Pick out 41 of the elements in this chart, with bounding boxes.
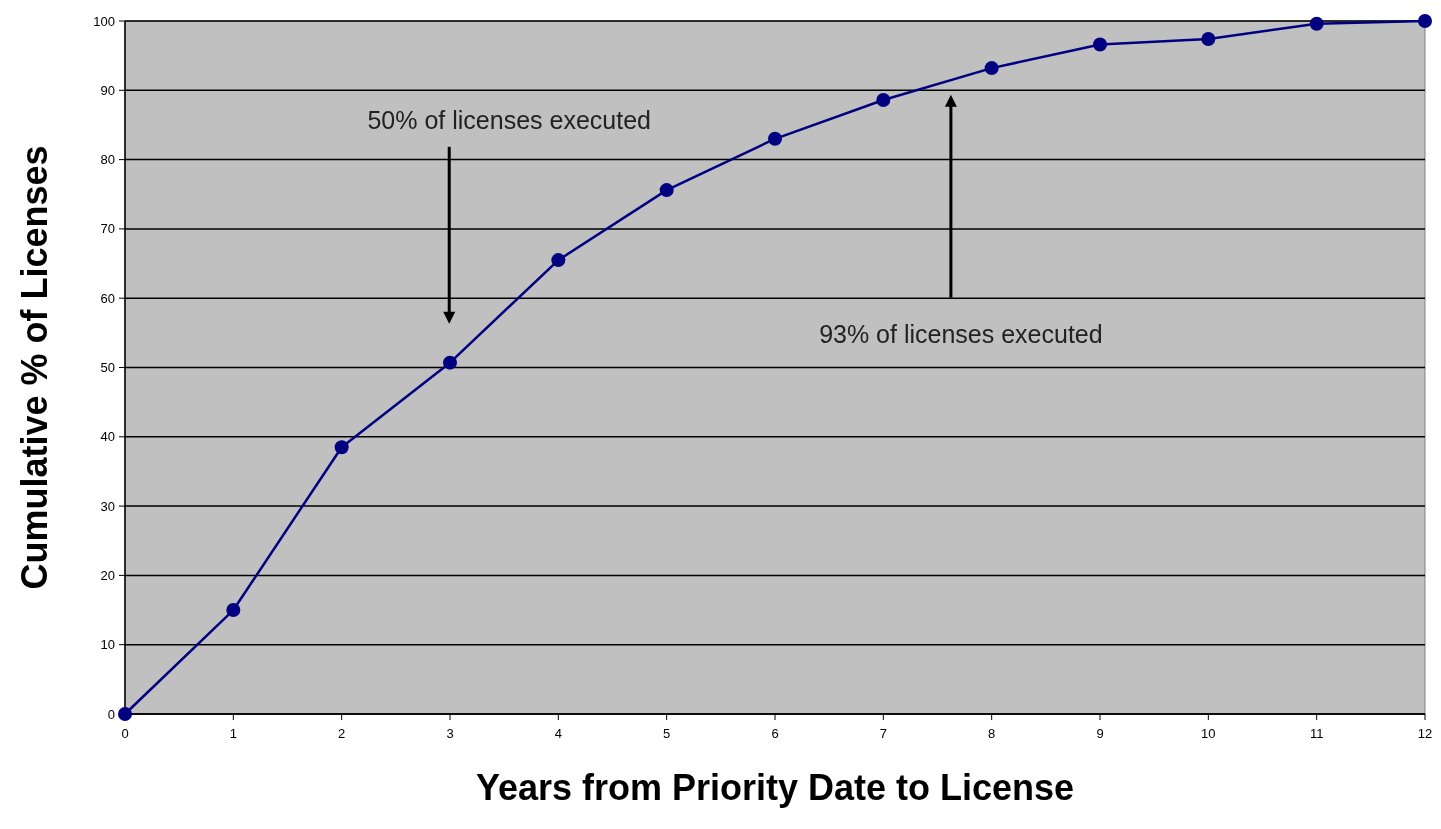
- x-tick-label: 9: [1096, 726, 1104, 741]
- y-tick-label: 50: [100, 360, 115, 376]
- annotation: 50% of licenses executed: [367, 105, 651, 134]
- x-tick-label: 4: [554, 726, 562, 741]
- point: [659, 183, 674, 198]
- y-tick-label: 70: [100, 221, 115, 237]
- x-tick-label: 1: [229, 726, 237, 741]
- y-tick-label: 20: [100, 567, 115, 583]
- x-tick-label: 0: [121, 726, 129, 741]
- y-tick-label: 60: [100, 290, 115, 306]
- x-tick-label: 3: [446, 726, 454, 741]
- point: [876, 93, 891, 107]
- y-tick-label: 10: [100, 637, 115, 653]
- x-tick-label: 8: [988, 726, 996, 741]
- point: [118, 707, 132, 721]
- y-axis-title: Cumulative % of Licenses: [14, 145, 55, 590]
- point: [1418, 14, 1432, 28]
- point: [334, 440, 349, 455]
- point: [226, 603, 241, 618]
- x-tick-label: 2: [338, 726, 346, 741]
- x-tick-label: 11: [1309, 726, 1324, 741]
- y-tick-label: 80: [100, 152, 115, 168]
- y-tick-label: 100: [93, 13, 115, 29]
- y-tick-label: 90: [100, 82, 115, 98]
- x-axis-title: Years from Priority Date to License: [475, 767, 1075, 808]
- y-tick-label: 40: [100, 429, 115, 445]
- point: [1093, 37, 1107, 52]
- y-tick-label: 0: [107, 706, 115, 722]
- point: [1201, 32, 1216, 47]
- x-tick-label: 7: [879, 726, 887, 741]
- x-tick-label: 6: [771, 726, 779, 741]
- x-tick-label: 12: [1417, 726, 1433, 741]
- point: [984, 61, 999, 76]
- x-tick-label: 10: [1201, 726, 1216, 741]
- x-tick-label: 5: [663, 726, 671, 741]
- point: [551, 253, 566, 268]
- y-tick-label: 30: [100, 498, 115, 514]
- point: [1309, 16, 1324, 31]
- point: [768, 131, 782, 146]
- annotation: 93% of licenses executed: [819, 319, 1103, 348]
- point: [443, 355, 457, 370]
